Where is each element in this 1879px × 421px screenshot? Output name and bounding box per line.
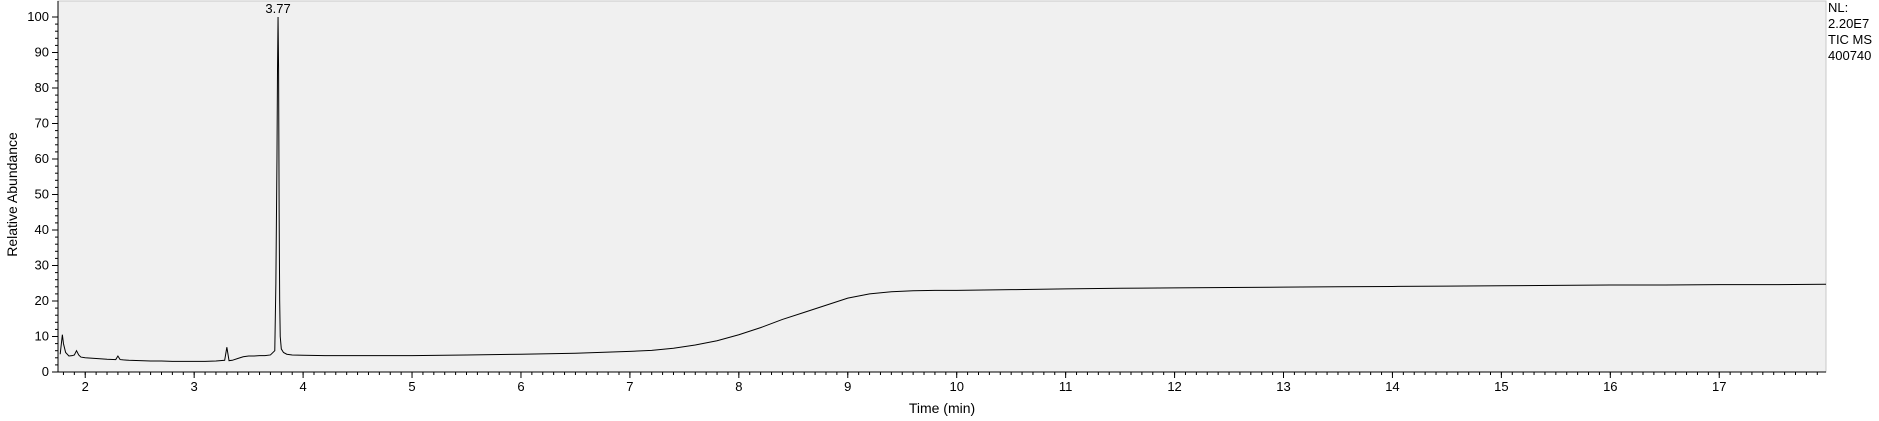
axes (57, 1, 1826, 373)
y-tick-label: 20 (35, 293, 49, 308)
x-tick-label: 2 (82, 379, 89, 394)
x-tick-label: 14 (1385, 379, 1399, 394)
x-tick-label: 9 (844, 379, 851, 394)
y-tick-label: 10 (35, 329, 49, 344)
scan-info-line: TIC MS (1828, 32, 1872, 47)
y-tick-label: 90 (35, 45, 49, 60)
x-tick-label: 6 (517, 379, 524, 394)
tic-trace-line (59, 16, 1827, 362)
x-axis-label: Time (min) (909, 400, 975, 416)
y-tick-label: 60 (35, 151, 49, 166)
tick-labels: 0 10 20 30 40 50 60 70 80 90 100 2 3 4 5 6 7 8 9 10 11 12 13 14… (27, 9, 1726, 394)
y-tick-label: 40 (35, 222, 49, 237)
peak-annotations: 3.77 (265, 1, 290, 16)
x-tick-label: 13 (1276, 379, 1290, 394)
y-tick-label: 50 (35, 187, 49, 202)
y-tick-label: 80 (35, 80, 49, 95)
y-tick-label: 0 (42, 364, 49, 379)
y-tick-label: 100 (27, 9, 49, 24)
y-tick-label: 30 (35, 258, 49, 273)
x-tick-label: 16 (1603, 379, 1617, 394)
plot-background (57, 0, 1827, 373)
scan-info-line: NL: (1828, 0, 1848, 15)
scan-info-line: 2.20E7 (1828, 16, 1869, 31)
x-tick-label: 4 (299, 379, 306, 394)
x-tick-label: 5 (408, 379, 415, 394)
x-tick-label: 7 (626, 379, 633, 394)
x-tick-label: 10 (949, 379, 963, 394)
x-tick-label: 12 (1167, 379, 1181, 394)
scan-info-line: 400740 (1828, 48, 1871, 63)
x-tick-label: 17 (1712, 379, 1726, 394)
x-tick-label: 11 (1059, 379, 1073, 394)
y-axis-label: Relative Abundance (4, 132, 20, 257)
y-tick-label: 70 (35, 116, 49, 131)
x-tick-label: 8 (735, 379, 742, 394)
x-tick-label: 3 (191, 379, 198, 394)
x-tick-label: 15 (1494, 379, 1508, 394)
peak-label: 3.77 (265, 1, 290, 16)
